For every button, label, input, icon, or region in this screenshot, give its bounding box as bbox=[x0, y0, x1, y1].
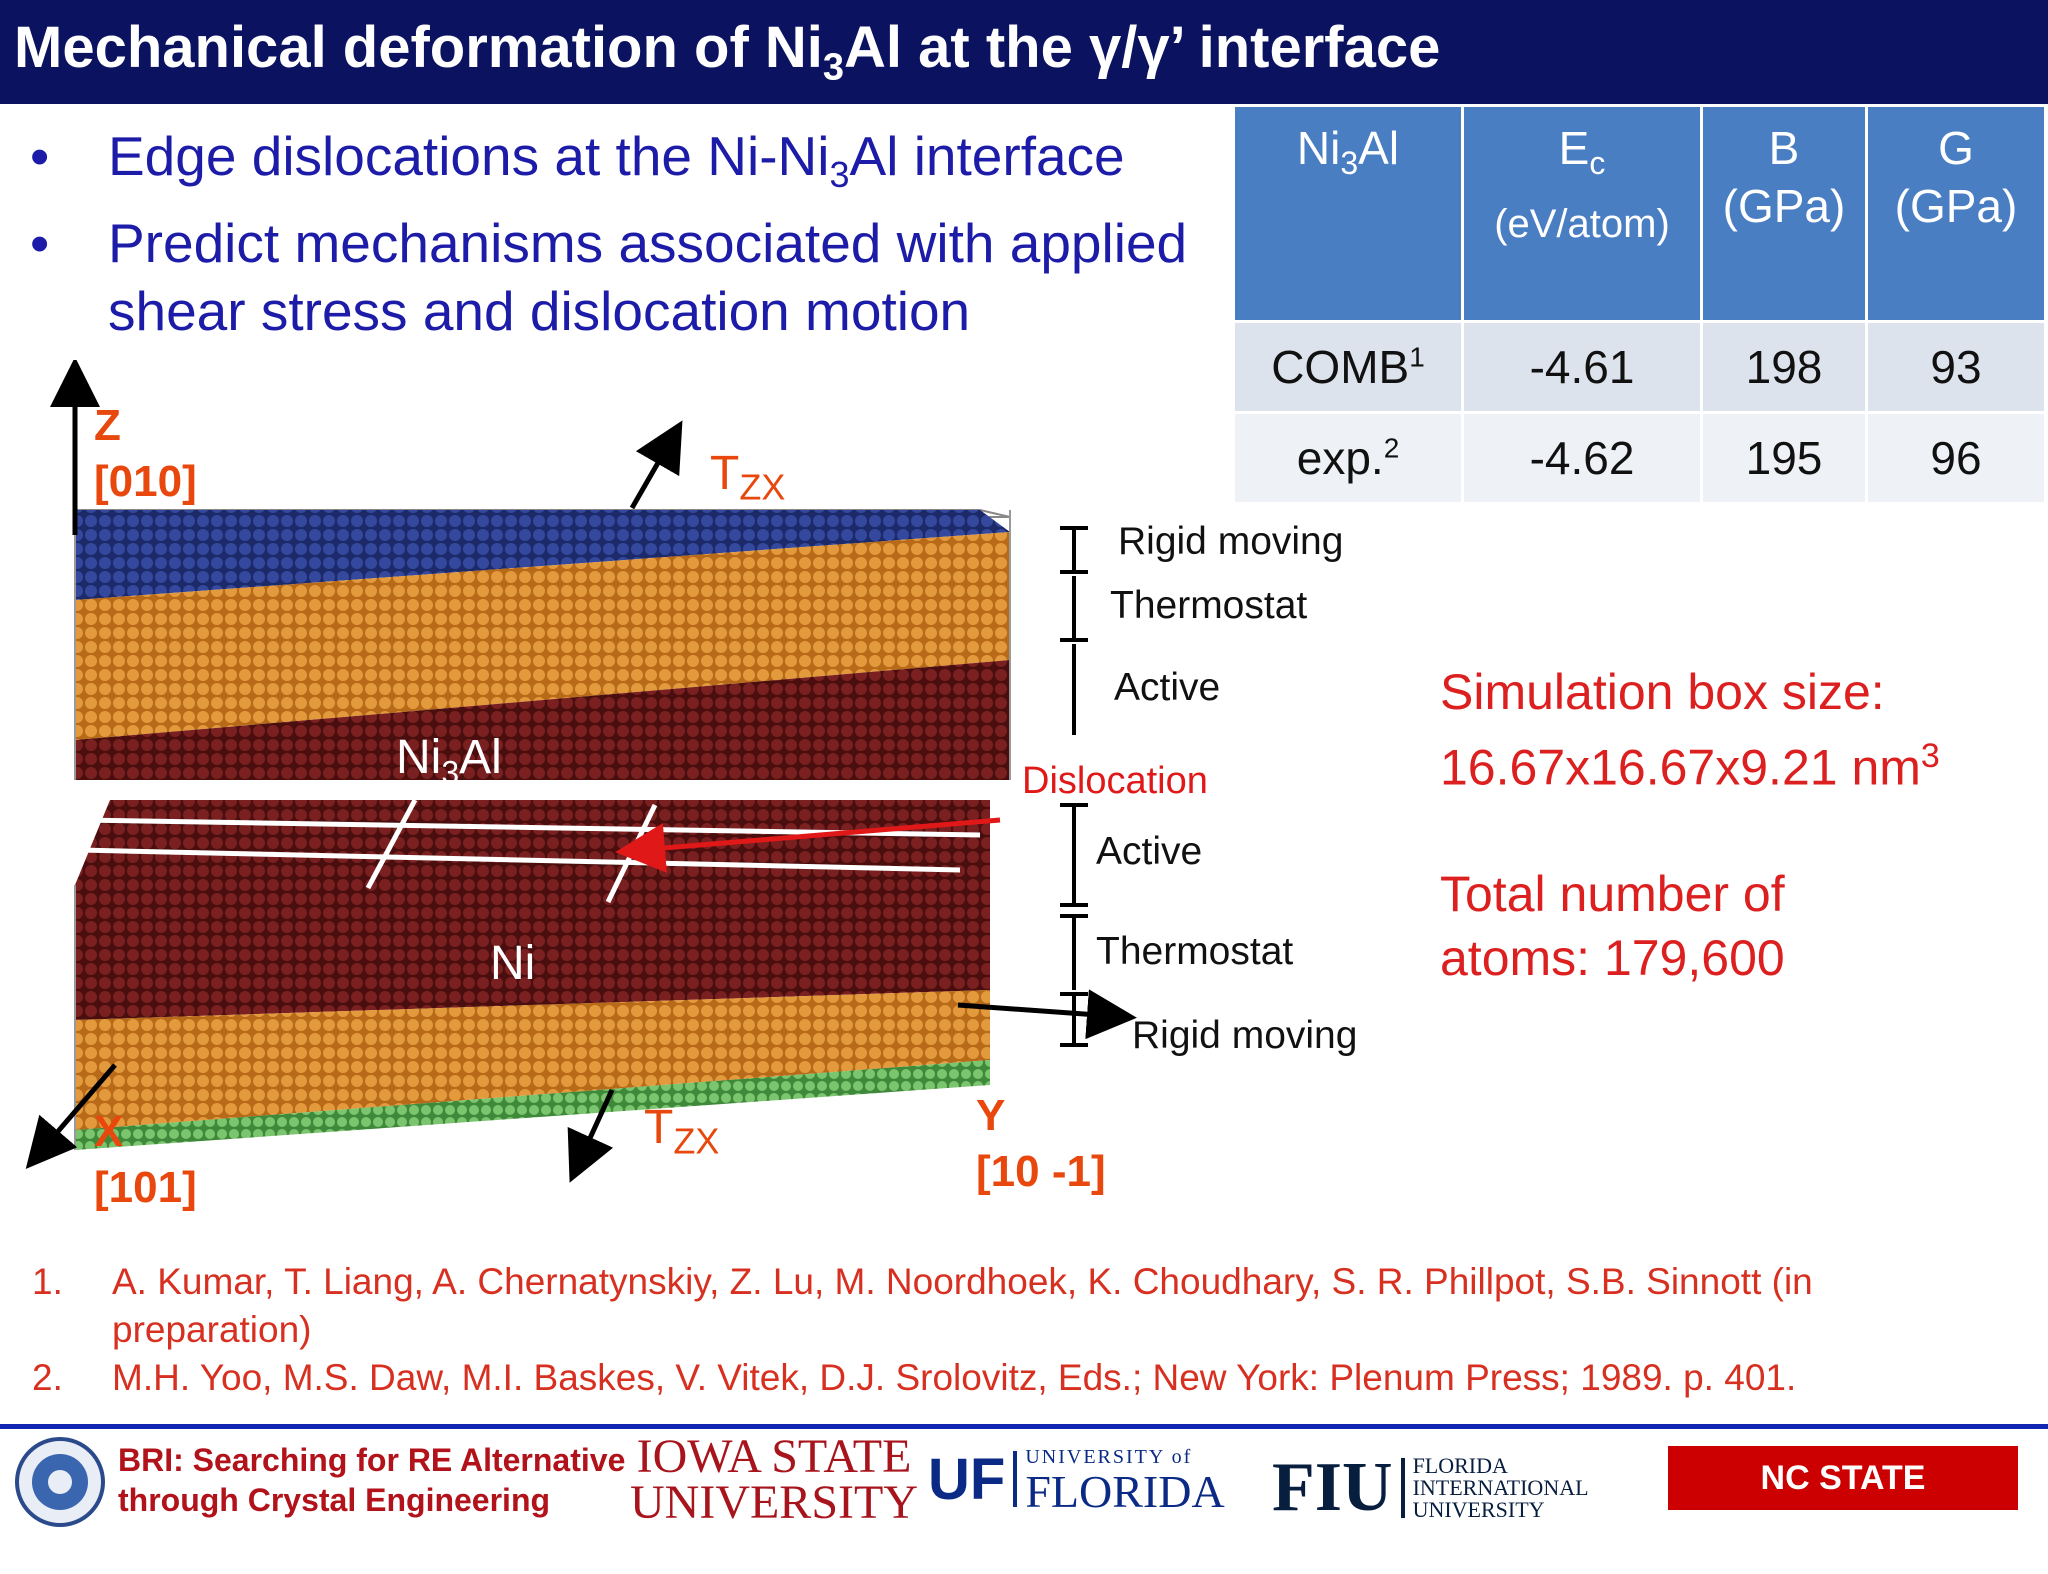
y-axis-label: Y [10 -1] bbox=[976, 1091, 1106, 1196]
bullet-text: Predict mechanisms associated with appli… bbox=[108, 212, 1188, 342]
maroon-atom-layer bbox=[75, 660, 1010, 780]
shear-stress-label-bottom: TZX bbox=[644, 1101, 720, 1162]
ni-slab-label: Ni bbox=[490, 937, 536, 990]
cell-b: 198 bbox=[1700, 320, 1868, 414]
footer-divider bbox=[0, 1424, 2048, 1429]
bullet-item: • Predict mechanisms associated with app… bbox=[28, 209, 1208, 345]
reference-item: 1. A. Kumar, T. Liang, A. Chernatynskiy, … bbox=[32, 1261, 1813, 1350]
layer-label-rigid-bottom: Rigid moving bbox=[1132, 1014, 1358, 1057]
x-axis-label: X [101] bbox=[94, 1107, 197, 1212]
fiu-logo: FIU FLORIDA INTERNATIONAL UNIVERSITY bbox=[1272, 1449, 1589, 1526]
bullet-text: Edge dislocations at the Ni-Ni3Al interf… bbox=[108, 125, 1125, 195]
shear-arrow-top bbox=[629, 420, 683, 510]
blue-rigid-layer bbox=[75, 510, 1010, 600]
slide-title: Mechanical deformation of Ni3Al at the γ… bbox=[14, 15, 1441, 89]
cell-b: 195 bbox=[1700, 411, 1868, 505]
layer-label-thermostat-bottom: Thermostat bbox=[1096, 930, 1294, 973]
header-ec: Ec (eV/atom) bbox=[1461, 104, 1703, 323]
orange-atom-layer bbox=[75, 532, 1010, 740]
upper-slab bbox=[74, 509, 1011, 780]
row-label: exp.2 bbox=[1232, 411, 1464, 505]
table-header-row: Ni3Al Ec (eV/atom) B (GPa) G (GPa) bbox=[1232, 104, 2047, 323]
green-rigid-layer bbox=[75, 1060, 990, 1150]
shear-stress-label-top: TZX bbox=[710, 447, 786, 508]
references: 1. A. Kumar, T. Liang, A. Chernatynskiy, … bbox=[32, 1258, 2022, 1402]
bullet-list: • Edge dislocations at the Ni-Ni3Al inte… bbox=[28, 122, 1208, 345]
header-g: G (GPa) bbox=[1865, 104, 2047, 323]
cell-g: 93 bbox=[1865, 320, 2047, 414]
layer-label-rigid-top: Rigid moving bbox=[1118, 520, 1344, 563]
nc-state-logo: NC STATE UNIVERSITY bbox=[1668, 1446, 2018, 1561]
ni3al-slab-label: Ni3Al bbox=[396, 731, 502, 791]
dislocation-arrow bbox=[615, 817, 1001, 873]
x-axis-arrow bbox=[25, 1063, 117, 1169]
cell-ec: -4.61 bbox=[1461, 320, 1703, 414]
header-ni3al: Ni3Al bbox=[1232, 104, 1464, 323]
uf-logo: UF UNIVERSITY of FLORIDA bbox=[928, 1446, 1225, 1517]
title-bar bbox=[0, 0, 2048, 104]
maroon-atom-layer bbox=[75, 800, 990, 885]
dislocation-label: Dislocation bbox=[1022, 760, 1208, 802]
layer-label-active-top: Active bbox=[1114, 666, 1221, 709]
dislocation-line bbox=[79, 847, 961, 873]
layer-brackets bbox=[1060, 526, 1088, 1047]
reference-item: 2. M.H. Yoo, M.S. Daw, M.I. Baskes, V. Vi… bbox=[32, 1357, 1797, 1398]
simulation-box-info: Simulation box size: 16.67x16.67x9.21 nm… bbox=[1440, 664, 1940, 796]
atom-count-info: Total number of atoms: 179,600 bbox=[1440, 866, 1785, 986]
cell-ec: -4.62 bbox=[1461, 411, 1703, 505]
cell-g: 96 bbox=[1865, 411, 2047, 505]
y-axis-arrow bbox=[957, 989, 1137, 1040]
bullet-item: • Edge dislocations at the Ni-Ni3Al inte… bbox=[28, 122, 1208, 209]
layer-label-thermostat-top: Thermostat bbox=[1110, 584, 1308, 627]
simulation-figure bbox=[25, 360, 1137, 1183]
iowa-state-logo: IOWA STATE UNIVERSITY bbox=[630, 1430, 918, 1529]
row-label: COMB1 bbox=[1232, 320, 1464, 414]
doe-seal-icon bbox=[15, 1437, 105, 1527]
table-row: exp.2 -4.62 195 96 bbox=[1232, 411, 2047, 505]
footer-project-title: BRI: Searching for RE Alternative throug… bbox=[118, 1442, 626, 1518]
layer-label-active-bottom: Active bbox=[1096, 830, 1203, 873]
table-row: COMB1 -4.61 198 93 bbox=[1232, 320, 2047, 414]
properties-table: Ni3Al Ec (eV/atom) B (GPa) G (GPa) COMB1 -4… bbox=[1232, 104, 2047, 505]
z-axis-label: Z [010] bbox=[94, 401, 197, 506]
shear-arrow-bottom bbox=[567, 1088, 615, 1183]
header-b: B (GPa) bbox=[1700, 104, 1868, 323]
orange-atom-layer bbox=[75, 990, 990, 1130]
lower-slab bbox=[74, 798, 1001, 1150]
